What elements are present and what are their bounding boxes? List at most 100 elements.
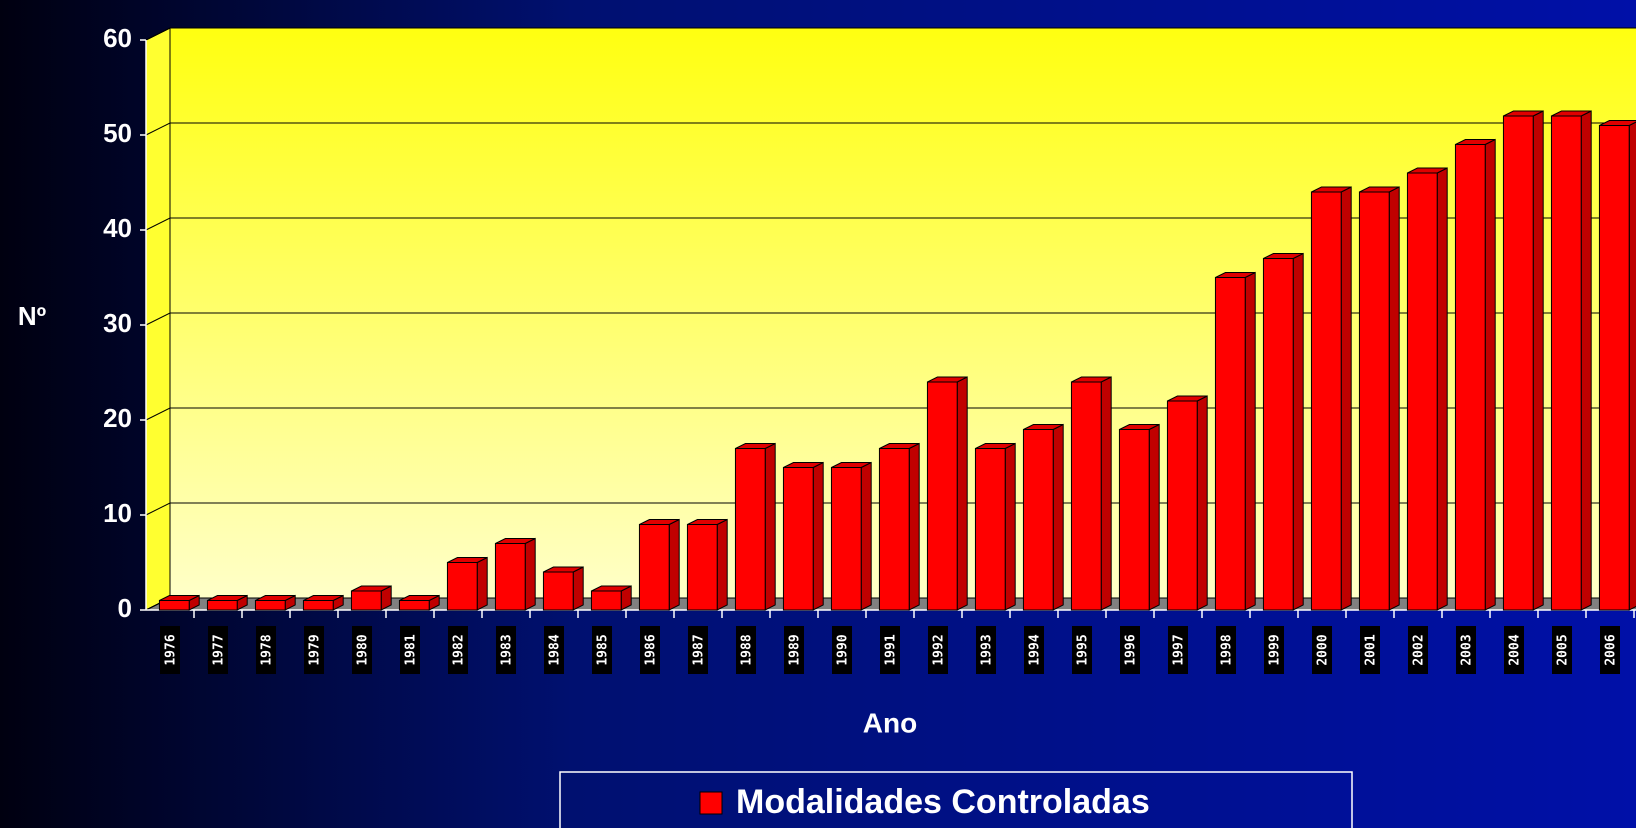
x-tick: 1982 — [448, 626, 468, 674]
bar — [1310, 191, 1342, 611]
grid-line — [145, 407, 1636, 421]
x-tick-bg — [640, 626, 660, 674]
x-tick: 1997 — [1168, 626, 1188, 674]
bar — [1598, 125, 1630, 611]
x-tick-label: 1991 — [884, 634, 899, 665]
x-tick: 1979 — [304, 626, 324, 674]
x-tick-label: 1981 — [404, 634, 419, 665]
bar-side — [908, 442, 920, 611]
x-tick-label: 1998 — [1220, 634, 1235, 665]
bar — [734, 448, 766, 611]
bar — [1454, 144, 1486, 611]
y-tick-label: 50 — [103, 118, 132, 148]
x-tick-bg — [880, 626, 900, 674]
x-tick-label: 1982 — [452, 634, 467, 665]
bar-side — [476, 556, 488, 611]
bar — [1166, 400, 1198, 611]
bar-side — [812, 461, 824, 611]
x-tick-label: 1993 — [980, 634, 995, 665]
bar — [158, 600, 190, 611]
x-tick-label: 2002 — [1412, 634, 1427, 665]
x-tick: 2001 — [1360, 626, 1380, 674]
x-tick: 1983 — [496, 626, 516, 674]
x-tick: 1984 — [544, 626, 564, 674]
bar-side — [668, 518, 680, 611]
y-tick-label: 10 — [103, 498, 132, 528]
bar — [206, 600, 238, 611]
x-tick-bg — [832, 626, 852, 674]
bar — [1550, 115, 1582, 611]
bar-side — [1532, 110, 1544, 611]
y-axis-title: Nº — [18, 301, 47, 331]
x-tick-bg — [784, 626, 804, 674]
bar-side — [1292, 252, 1304, 611]
x-tick-bg — [1264, 626, 1284, 674]
x-axis-title: Ano — [863, 707, 917, 738]
x-tick: 1993 — [976, 626, 996, 674]
x-tick-bg — [448, 626, 468, 674]
x-tick-bg — [208, 626, 228, 674]
legend-swatch — [699, 791, 723, 815]
bar-side — [572, 566, 584, 611]
bar — [638, 524, 670, 611]
x-tick-label: 2003 — [1460, 634, 1475, 665]
bar-side — [1580, 110, 1592, 611]
bar-side — [860, 461, 872, 611]
bar-side — [1484, 138, 1496, 611]
x-tick-label: 2000 — [1316, 634, 1331, 665]
x-tick: 1991 — [880, 626, 900, 674]
x-tick-bg — [160, 626, 180, 674]
grid-line — [145, 122, 1636, 136]
bar — [974, 448, 1006, 611]
x-tick-bg — [1168, 626, 1188, 674]
x-tick-bg — [976, 626, 996, 674]
bar — [542, 571, 574, 611]
x-tick-label: 1995 — [1076, 634, 1091, 665]
x-tick-bg — [1072, 626, 1092, 674]
x-tick-bg — [352, 626, 372, 674]
bar — [590, 590, 622, 611]
bar — [494, 543, 526, 611]
x-tick: 2002 — [1408, 626, 1428, 674]
x-tick-label: 1994 — [1028, 634, 1043, 665]
bar-side — [1148, 423, 1160, 611]
x-tick-bg — [928, 626, 948, 674]
x-tick-label: 1979 — [308, 634, 323, 665]
bar — [254, 600, 286, 611]
x-tick: 2000 — [1312, 626, 1332, 674]
x-tick-bg — [1552, 626, 1572, 674]
x-tick-label: 1999 — [1268, 634, 1283, 665]
x-tick-label: 1983 — [500, 634, 515, 665]
bar — [398, 600, 430, 611]
grid-line — [145, 217, 1636, 231]
y-tick-label: 60 — [103, 23, 132, 53]
bar — [1262, 258, 1294, 611]
x-tick: 1992 — [928, 626, 948, 674]
bar — [830, 467, 862, 611]
x-tick: 1978 — [256, 626, 276, 674]
legend-label: Modalidades Controladas — [736, 783, 1150, 821]
x-tick-bg — [1024, 626, 1044, 674]
x-tick-label: 2004 — [1508, 634, 1523, 665]
bar — [782, 467, 814, 611]
x-tick: 2006 — [1600, 626, 1620, 674]
x-tick: 2003 — [1456, 626, 1476, 674]
x-tick: 1995 — [1072, 626, 1092, 674]
x-tick: 1998 — [1216, 626, 1236, 674]
x-tick-label: 1984 — [548, 634, 563, 665]
x-tick-label: 1992 — [932, 634, 947, 665]
x-tick-label: 1988 — [740, 634, 755, 665]
bar-side — [764, 442, 776, 611]
x-tick-bg — [592, 626, 612, 674]
x-tick-label: 1989 — [788, 634, 803, 665]
x-tick-bg — [1120, 626, 1140, 674]
x-tick-bg — [544, 626, 564, 674]
bar-side — [1052, 423, 1064, 611]
x-tick-label: 2005 — [1556, 634, 1571, 665]
x-tick-label: 1996 — [1124, 634, 1139, 665]
x-tick: 1999 — [1264, 626, 1284, 674]
x-tick-label: 1980 — [356, 634, 371, 665]
x-tick-label: 1976 — [164, 634, 179, 665]
y-tick-label: 0 — [118, 593, 132, 623]
bar-side — [1628, 121, 1636, 611]
